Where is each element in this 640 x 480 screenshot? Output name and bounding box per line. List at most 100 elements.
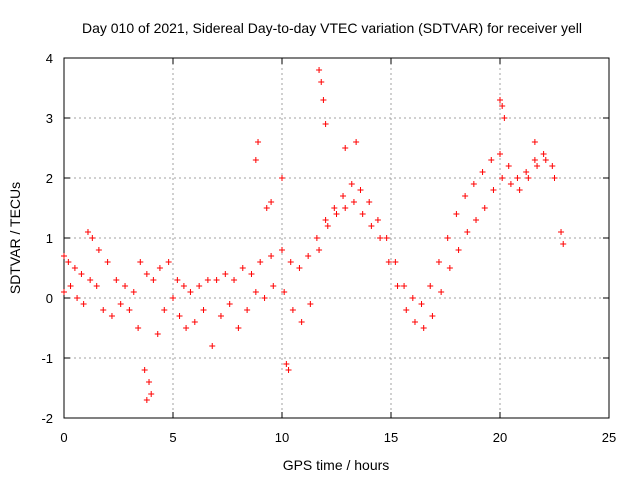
y-tick-label: 4 xyxy=(46,51,53,66)
axis-ticks: 0 5 10 15 20 25 -2 -1 0 1 2 3 4 xyxy=(41,51,616,445)
data-point xyxy=(148,391,155,397)
data-point xyxy=(333,211,340,217)
data-point xyxy=(209,343,216,349)
data-point xyxy=(270,283,277,289)
data-point xyxy=(316,247,323,253)
data-point xyxy=(279,175,285,181)
data-point xyxy=(385,259,392,265)
data-point xyxy=(137,259,144,265)
data-point xyxy=(501,115,508,121)
data-point xyxy=(289,307,296,313)
data-point xyxy=(174,277,181,283)
data-point xyxy=(558,229,565,235)
data-point xyxy=(108,313,115,319)
data-point xyxy=(180,283,187,289)
data-point xyxy=(316,67,323,73)
data-point xyxy=(401,283,408,289)
data-point xyxy=(409,295,416,301)
data-point xyxy=(279,247,285,253)
data-point xyxy=(100,307,107,313)
data-point xyxy=(239,265,246,271)
data-point xyxy=(61,289,67,295)
data-point xyxy=(296,265,303,271)
data-point xyxy=(427,283,434,289)
data-point xyxy=(74,295,81,301)
data-point xyxy=(479,169,486,175)
data-point xyxy=(444,235,451,241)
data-point xyxy=(122,283,129,289)
data-point xyxy=(95,247,102,253)
data-point xyxy=(313,235,320,241)
data-point xyxy=(462,193,469,199)
data-point xyxy=(93,283,100,289)
data-point xyxy=(320,97,327,103)
data-point xyxy=(170,295,176,301)
data-point xyxy=(318,79,325,85)
data-point xyxy=(126,307,133,313)
data-point xyxy=(213,277,220,283)
data-point xyxy=(263,205,270,211)
data-point xyxy=(154,331,161,337)
data-point xyxy=(470,181,477,187)
y-tick-label: 1 xyxy=(46,231,53,246)
data-point xyxy=(143,271,150,277)
data-point xyxy=(497,97,503,103)
data-point xyxy=(87,277,94,283)
data-point xyxy=(165,259,172,265)
data-point xyxy=(551,175,558,181)
data-point xyxy=(348,181,355,187)
data-marks xyxy=(61,67,567,403)
data-point xyxy=(252,157,259,163)
data-point xyxy=(255,139,262,145)
data-point xyxy=(342,205,349,211)
data-point xyxy=(252,289,259,295)
data-point xyxy=(481,205,488,211)
data-point xyxy=(226,301,233,307)
data-point xyxy=(514,175,521,181)
y-tick-label: -2 xyxy=(41,411,53,426)
y-tick-label: 2 xyxy=(46,171,53,186)
data-point xyxy=(534,163,541,169)
data-point xyxy=(150,277,157,283)
data-point xyxy=(429,313,436,319)
data-point xyxy=(204,277,211,283)
data-point xyxy=(281,289,288,295)
grid-lines xyxy=(64,58,609,418)
data-point xyxy=(78,271,85,277)
data-point xyxy=(331,205,338,211)
data-point xyxy=(531,157,538,163)
data-point xyxy=(507,181,514,187)
data-point xyxy=(71,265,78,271)
data-point xyxy=(525,175,532,181)
data-point xyxy=(196,283,203,289)
data-point xyxy=(307,301,314,307)
data-point xyxy=(383,235,390,241)
data-point xyxy=(268,199,275,205)
y-tick-label: 0 xyxy=(46,291,53,306)
data-point xyxy=(191,319,198,325)
data-point xyxy=(446,265,453,271)
y-tick-label: 3 xyxy=(46,111,53,126)
data-point xyxy=(187,289,194,295)
x-tick-label: 10 xyxy=(275,430,289,445)
data-point xyxy=(113,277,120,283)
data-point xyxy=(542,157,549,163)
data-point xyxy=(305,253,312,259)
data-point xyxy=(549,163,556,169)
data-point xyxy=(322,217,329,223)
data-point xyxy=(377,235,384,241)
data-point xyxy=(531,139,538,145)
data-point xyxy=(200,307,207,313)
data-point xyxy=(322,121,329,127)
data-point xyxy=(473,217,480,223)
data-point xyxy=(499,175,506,181)
data-point xyxy=(143,397,150,403)
data-point xyxy=(353,139,360,145)
data-point xyxy=(490,187,497,193)
data-point xyxy=(222,271,229,277)
data-point xyxy=(156,265,163,271)
x-tick-label: 25 xyxy=(602,430,616,445)
data-point xyxy=(342,145,349,151)
x-tick-label: 20 xyxy=(493,430,507,445)
